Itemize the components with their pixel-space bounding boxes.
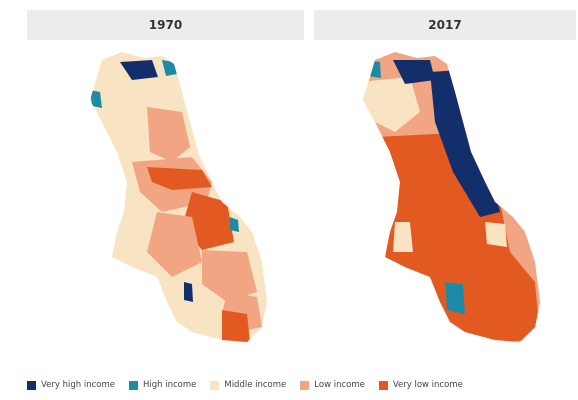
middle-income-area [485,222,507,247]
high-income-area [90,90,102,108]
very-high-income-area [184,282,193,302]
high-income-area [445,282,465,314]
low-income-area [147,212,202,277]
high-income-area [230,217,239,232]
high-income-area [162,60,177,76]
legend-item-very-high: Very high income [27,380,115,390]
map-1970 [90,52,267,342]
legend-label: Very high income [41,380,115,390]
very-high-income-area [393,60,435,84]
low-income-area [147,107,190,162]
legend: Very high income High income Middle inco… [27,377,567,393]
low-income-area [202,250,257,302]
middle-income-area [393,222,413,252]
very-low-income-area [375,132,540,342]
legend-label: Low income [314,380,365,390]
map-2017 [363,52,540,342]
swatch [378,380,388,390]
very-high-income-area [120,60,158,80]
swatch [210,380,220,390]
legend-label: Very low income [392,380,463,390]
very-low-income-area [147,167,212,190]
high-income-area [365,60,381,78]
legend-label: High income [142,380,197,390]
swatch [300,380,310,390]
panel-title-2017: 2017 [314,10,576,40]
very-high-income-area [200,97,217,170]
middle-income-area [363,77,420,132]
legend-label: Middle income [224,380,287,390]
legend-item-low: Low income [300,380,365,390]
swatch [27,380,36,390]
swatch [128,380,138,390]
panel-title-1970: 1970 [27,10,304,40]
legend-item-very-low: Very low income [378,380,463,390]
very-high-income-area [430,70,500,217]
legend-item-middle: Middle income [210,380,286,390]
legend-item-high: High income [128,380,197,390]
very-low-income-area [222,310,250,342]
